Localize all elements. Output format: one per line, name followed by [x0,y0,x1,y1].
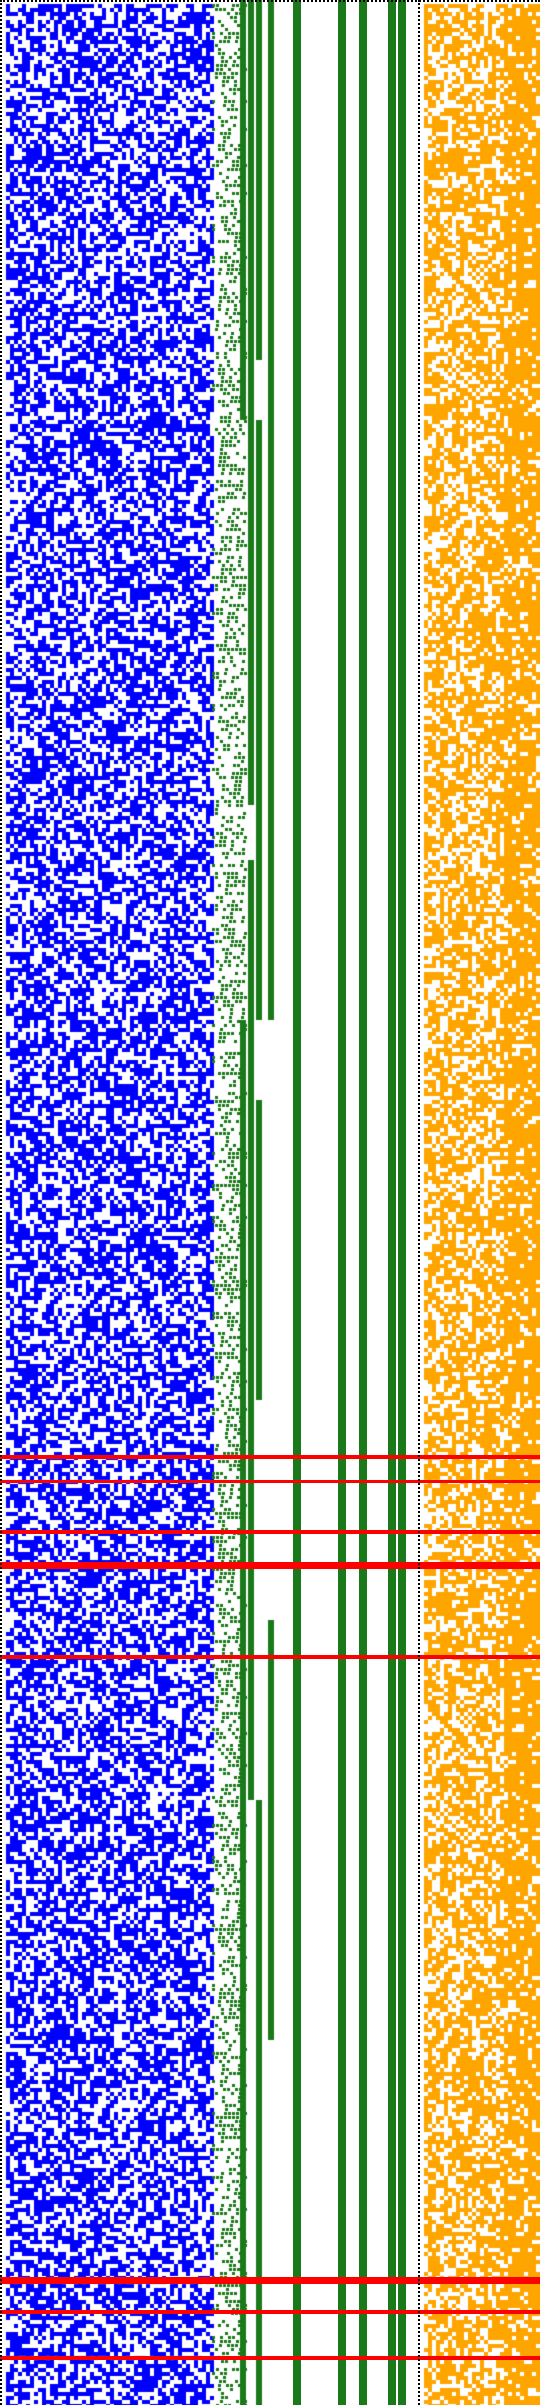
panel-divider [418,0,420,2405]
left-border [0,0,2,2405]
top-border [0,0,540,2]
